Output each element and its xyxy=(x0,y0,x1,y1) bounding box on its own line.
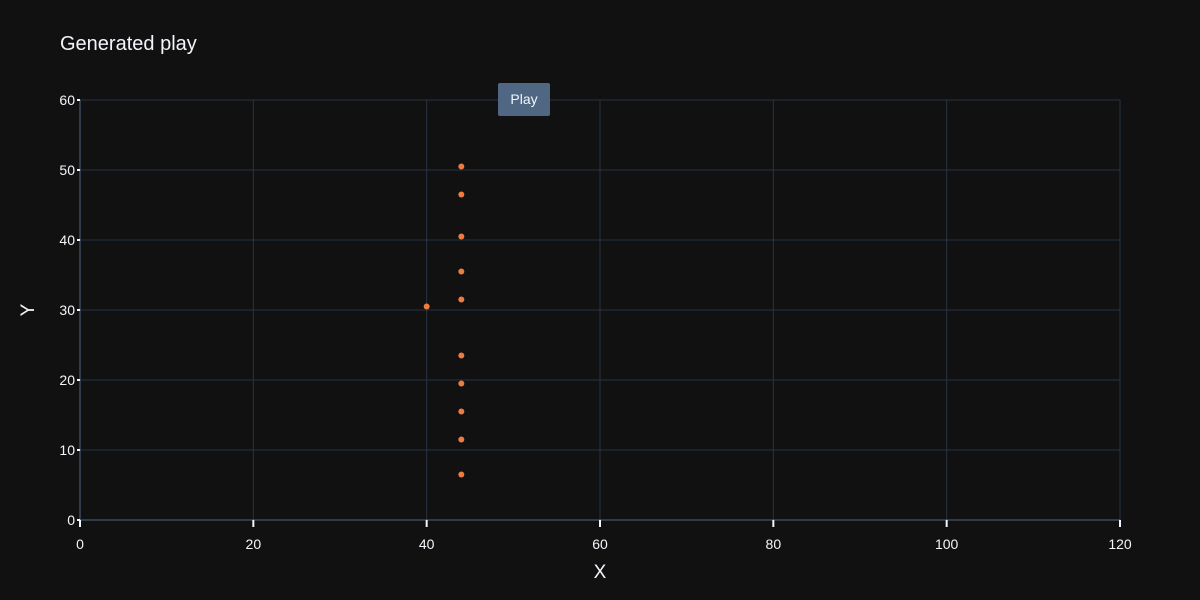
x-tick-label: 120 xyxy=(1108,536,1132,552)
y-tick-label: 40 xyxy=(59,232,75,248)
y-tick-label: 50 xyxy=(59,162,75,178)
data-point xyxy=(458,163,465,170)
axes-layer: 0 20 40 60 80 100 120 0 10 20 30 40 50 60 xyxy=(59,92,1131,552)
y-tick-label: 10 xyxy=(59,442,75,458)
x-tick-label: 100 xyxy=(935,536,959,552)
x-tick-label: 60 xyxy=(592,536,608,552)
data-point xyxy=(458,436,465,443)
data-point xyxy=(458,352,465,359)
x-axis-title: X xyxy=(594,562,607,583)
data-point xyxy=(458,268,465,275)
data-point xyxy=(458,471,465,478)
x-tick-label: 20 xyxy=(246,536,262,552)
data-point xyxy=(458,380,465,387)
grid-layer xyxy=(80,99,1121,520)
y-tick-label: 60 xyxy=(59,92,75,108)
y-tick-label: 30 xyxy=(59,302,75,318)
x-tick-label: 40 xyxy=(419,536,435,552)
y-tick-label: 0 xyxy=(67,512,75,528)
points-layer xyxy=(423,163,465,478)
play-button[interactable]: Play xyxy=(498,83,550,116)
x-tick-label: 80 xyxy=(766,536,782,552)
y-tick-label: 20 xyxy=(59,372,75,388)
data-point xyxy=(458,296,465,303)
data-point xyxy=(458,191,465,198)
y-axis-title: Y xyxy=(18,303,39,316)
x-tick-label: 0 xyxy=(76,536,84,552)
data-point xyxy=(423,303,430,310)
data-point xyxy=(458,233,465,240)
chart-title: Generated play xyxy=(60,33,197,55)
data-point xyxy=(458,408,465,415)
